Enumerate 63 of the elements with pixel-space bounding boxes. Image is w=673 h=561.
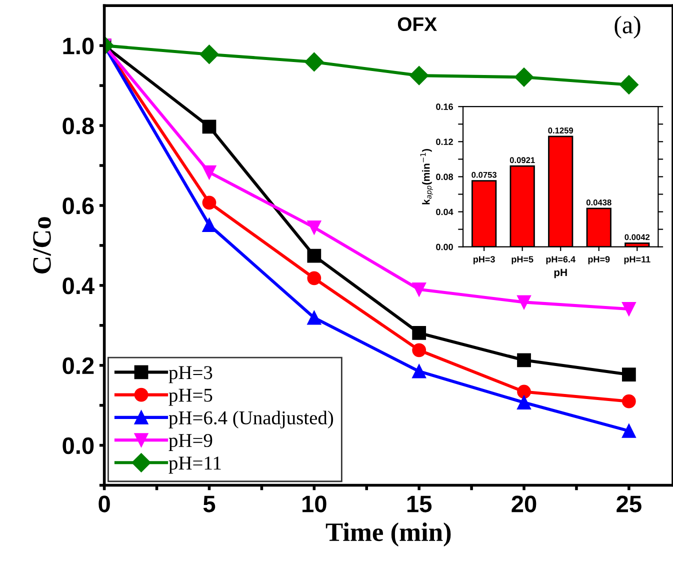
x-tick-label: pH=6.4	[546, 256, 576, 264]
x-axis-title: pH	[554, 268, 567, 278]
data-label: 0.1259	[548, 128, 574, 134]
point	[412, 326, 426, 340]
point	[622, 302, 636, 316]
y-tick-label: 1.0	[63, 38, 94, 54]
x-tick-label: pH=11	[624, 256, 650, 264]
x-tick-label: 15	[407, 496, 432, 512]
data-label: 0.0921	[510, 157, 535, 164]
point	[307, 220, 322, 234]
point	[307, 271, 322, 286]
point	[304, 52, 324, 72]
data-label: 0.0753	[472, 172, 497, 178]
point	[412, 364, 426, 378]
annotation: (a)	[614, 16, 640, 39]
x-axis-title: Time (min)	[326, 522, 451, 546]
point	[410, 66, 429, 86]
y-tick-label: 0.4	[62, 277, 94, 294]
x-tick-label: 5	[203, 496, 216, 512]
point	[412, 282, 426, 296]
point	[202, 196, 216, 210]
legend-label: pH=5	[168, 388, 212, 406]
point	[307, 248, 322, 263]
point	[517, 295, 531, 310]
point	[517, 384, 531, 399]
y-tick-label: 0.8	[62, 118, 94, 134]
point	[202, 218, 216, 232]
data-label: 0.0438	[586, 200, 612, 206]
legend-label: pH=6.4 (Unadjusted)	[168, 410, 334, 428]
y-tick-label: 0.08	[436, 174, 454, 180]
data-label: 0.0042	[624, 234, 650, 240]
legend-label: pH=9	[168, 434, 212, 451]
point	[200, 44, 219, 64]
point	[412, 343, 426, 358]
point	[622, 394, 636, 408]
y-tick-label: 0.04	[436, 208, 454, 216]
point	[202, 165, 216, 180]
y-axis-title: k$_{app}$(min$^{−1}$)	[420, 149, 433, 204]
chart-title: OFX	[398, 17, 437, 32]
y-axis-title: C/Co	[33, 217, 51, 274]
y-tick-label: 0.00	[436, 244, 453, 250]
y-tick-label: 0.6	[62, 198, 94, 214]
point	[619, 75, 638, 94]
x-tick-label: 0	[98, 496, 110, 512]
point	[517, 353, 531, 368]
legend-label: pH=11	[168, 456, 221, 474]
point	[622, 424, 636, 438]
x-tick-label: pH=5	[512, 256, 534, 264]
x-tick-label: 20	[512, 496, 536, 512]
y-tick-label: 0.12	[436, 138, 453, 146]
x-tick-label: pH=3	[474, 256, 495, 264]
x-tick-label: pH=9	[588, 256, 610, 264]
point	[514, 68, 534, 87]
y-tick-label: 0.2	[62, 357, 94, 374]
point	[517, 396, 531, 410]
point	[307, 310, 322, 325]
y-tick-label: 0.16	[436, 104, 453, 110]
x-tick-label: 10	[302, 496, 326, 512]
y-tick-label: 0.0	[62, 437, 94, 454]
x-tick-label: 25	[616, 496, 642, 512]
point	[202, 120, 216, 134]
legend-label: pH=3	[168, 366, 212, 384]
point	[622, 368, 636, 382]
